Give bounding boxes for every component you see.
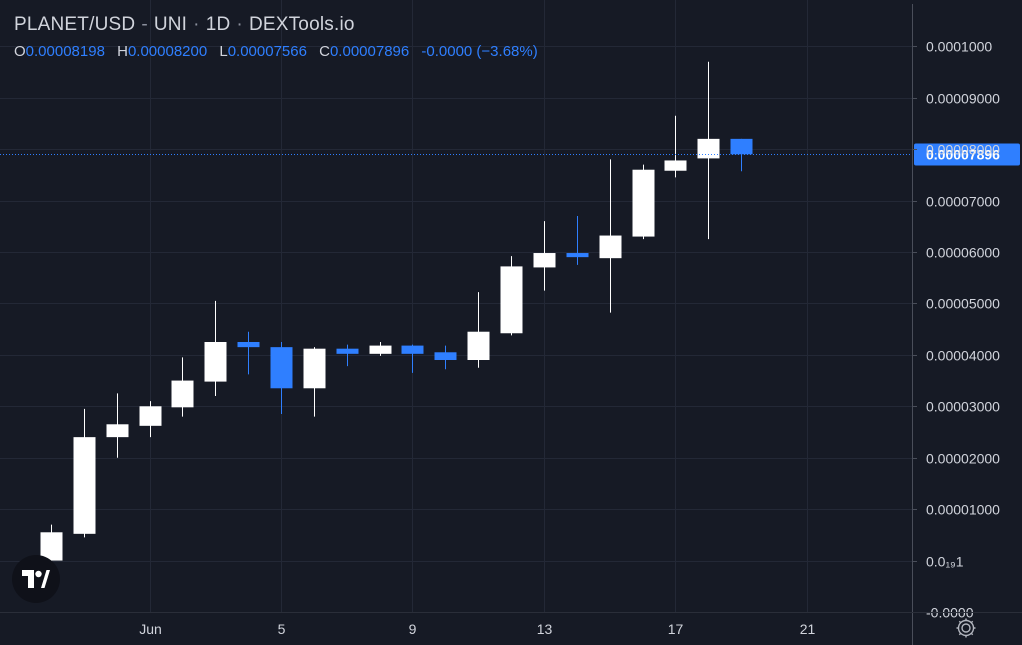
low-key: L [219, 43, 228, 60]
x-tick-label: 21 [800, 621, 816, 637]
y-tick-label: 0.00007000 [926, 194, 1000, 210]
candle-body [664, 160, 687, 171]
y-tick-label: 0.00005000 [926, 296, 1000, 312]
candle-body [467, 331, 490, 360]
candle-body [500, 266, 523, 334]
y-tick-label: 0.00008000 [926, 142, 1000, 158]
x-tick-label: 5 [278, 621, 286, 637]
y-tick-label: 0.00009000 [926, 91, 1000, 107]
grid-lines [0, 0, 912, 613]
exchange-name: UNI [153, 14, 188, 35]
pair-name: PLANET/USD [14, 14, 136, 35]
candle-body [73, 437, 96, 534]
candle-body [369, 345, 392, 354]
y-tick-label: 0.0001000 [926, 39, 992, 55]
candle-body [303, 348, 326, 389]
candle-body [533, 253, 556, 268]
y-tick-label: 0.00001000 [926, 502, 1000, 518]
candle-body [566, 253, 589, 258]
chart-header: PLANET/USD - UNI · 1D · DEXTools.io [14, 14, 355, 35]
close-key: C [319, 43, 330, 60]
high-key: H [117, 43, 128, 60]
candle-body [599, 235, 622, 259]
last-price-tag [914, 143, 1020, 166]
candle-body [106, 424, 129, 438]
candle-body [697, 138, 720, 159]
high-value: 0.00008200 [127, 43, 208, 60]
y-tick-label: 0.00002000 [926, 451, 1000, 467]
close-value: 0.00007896 [329, 43, 410, 60]
y-tick-label: 0.00003000 [926, 399, 1000, 415]
last-price-label: 0.00007896 [926, 147, 1000, 163]
candle-body [632, 169, 655, 237]
open-key: O [14, 43, 26, 60]
candle-body [730, 138, 753, 155]
candle-body [434, 352, 457, 360]
candle-body [40, 532, 63, 561]
candle-body [270, 347, 293, 389]
y-tick-label: 0.00006000 [926, 245, 1000, 261]
x-tick-label: 9 [409, 621, 417, 637]
axes: 0.0001000 0.00009000 0.00008000 0.00007000 0… [0, 4, 1022, 645]
candle-body [237, 342, 260, 348]
source-label: DEXTools.io [248, 14, 355, 35]
x-tick-label: 17 [668, 621, 684, 637]
x-tick-label: Jun [139, 621, 162, 637]
candle-body [336, 348, 359, 354]
open-value: 0.00008198 [25, 43, 105, 60]
candle-body [139, 406, 162, 426]
settings-gear-icon[interactable] [955, 617, 977, 639]
chart-legend: PLANET/USD - UNI · 1D · DEXTools.io O0.0000819… [14, 14, 538, 60]
y-tick-label: 0.00004000 [926, 348, 1000, 364]
low-value: 0.00007566 [227, 43, 307, 60]
candle-body [401, 345, 424, 354]
change-value: -0.0000 (−3.68%) [421, 43, 538, 60]
candles [40, 61, 753, 561]
interval-label[interactable]: 1D [205, 14, 231, 35]
ohlc-readout: O0.00008198 H0.00008200 L0.00007566 C0.0… [14, 43, 538, 60]
candle-body [171, 380, 194, 408]
y-tick-label: 0.0₁₉1 [926, 554, 964, 570]
x-tick-label: 13 [537, 621, 553, 637]
last-price-line: 0.00007896 [0, 143, 1020, 166]
candle-body [204, 342, 227, 382]
tradingview-logo-icon[interactable] [12, 555, 60, 603]
